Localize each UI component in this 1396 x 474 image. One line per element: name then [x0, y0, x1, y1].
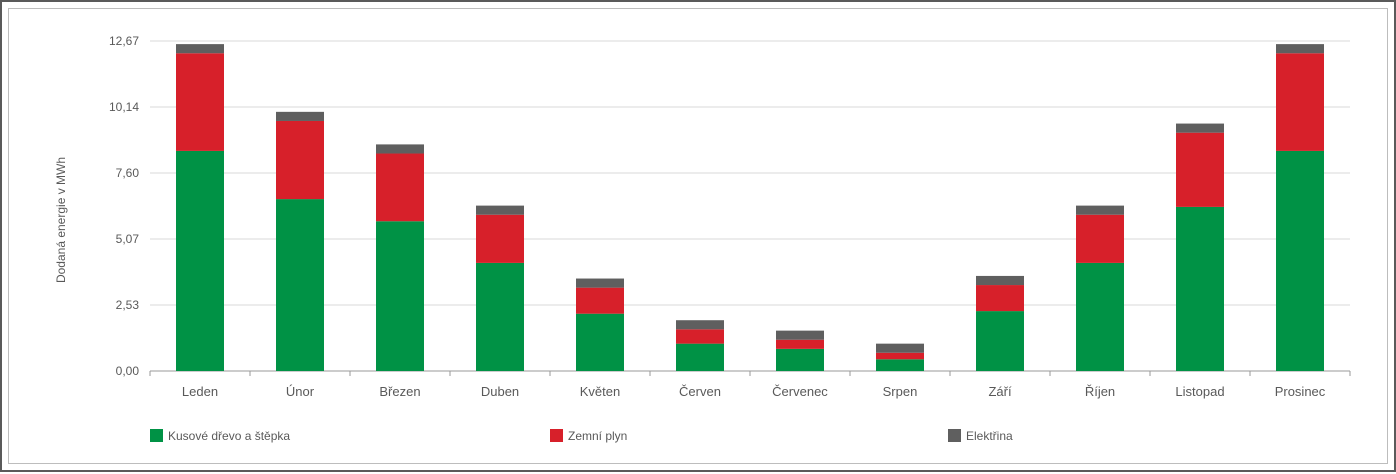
- bar-segment-wood: [676, 343, 724, 371]
- bar-segment-gas: [376, 153, 424, 222]
- x-category-label: Únor: [286, 384, 315, 399]
- x-category-label: Leden: [182, 384, 218, 399]
- legend-swatch: [150, 429, 163, 442]
- chart-inner-border: [8, 8, 1388, 464]
- y-tick-label: 0,00: [116, 364, 140, 378]
- bar-segment-gas: [1176, 132, 1224, 207]
- bar-segment-gas: [676, 329, 724, 344]
- bar-segment-gas: [876, 352, 924, 360]
- bar-segment-gas: [776, 339, 824, 349]
- x-category-label: Březen: [379, 384, 420, 399]
- x-category-label: Srpen: [883, 384, 918, 399]
- bar-segment-electricity: [776, 330, 824, 340]
- y-tick-label: 10,14: [109, 100, 139, 114]
- bar-segment-gas: [276, 120, 324, 200]
- x-category-label: Září: [988, 384, 1012, 399]
- bar-segment-gas: [1276, 53, 1324, 151]
- legend-label: Zemní plyn: [568, 429, 627, 443]
- bar-segment-gas: [176, 53, 224, 151]
- bar-segment-gas: [976, 285, 1024, 312]
- bar-segment-wood: [776, 348, 824, 371]
- y-axis-title: Dodaná energie v MWh: [54, 157, 68, 283]
- bar-segment-electricity: [1176, 123, 1224, 133]
- bar-segment-electricity: [1276, 44, 1324, 54]
- x-category-label: Prosinec: [1275, 384, 1326, 399]
- bar-segment-gas: [576, 287, 624, 314]
- legend-label: Elektřina: [966, 429, 1013, 443]
- bar-segment-gas: [476, 214, 524, 263]
- y-tick-label: 12,67: [109, 34, 139, 48]
- x-category-label: Červenec: [772, 384, 828, 399]
- y-tick-label: 7,60: [116, 166, 140, 180]
- bar-segment-electricity: [276, 111, 324, 121]
- bar-segment-electricity: [976, 275, 1024, 286]
- bar-segment-wood: [876, 359, 924, 371]
- bar-segment-wood: [1276, 150, 1324, 371]
- bar-segment-wood: [976, 311, 1024, 371]
- y-tick-label: 2,53: [116, 298, 140, 312]
- bar-segment-wood: [1176, 206, 1224, 371]
- y-tick-label: 5,07: [116, 232, 140, 246]
- x-category-label: Říjen: [1085, 384, 1115, 399]
- x-category-label: Květen: [580, 384, 620, 399]
- bar-segment-electricity: [676, 320, 724, 330]
- bar-segment-wood: [476, 262, 524, 371]
- bar-segment-electricity: [476, 205, 524, 215]
- bar-segment-electricity: [1076, 205, 1124, 215]
- legend-label: Kusové dřevo a štěpka: [168, 429, 290, 443]
- bar-segment-electricity: [176, 44, 224, 54]
- bar-segment-wood: [276, 199, 324, 371]
- x-category-label: Červen: [679, 384, 721, 399]
- bar-segment-wood: [376, 221, 424, 371]
- x-category-label: Duben: [481, 384, 519, 399]
- bar-segment-electricity: [876, 343, 924, 353]
- bar-segment-wood: [176, 150, 224, 371]
- bar-segment-electricity: [376, 144, 424, 154]
- legend-swatch: [948, 429, 961, 442]
- x-category-label: Listopad: [1175, 384, 1224, 399]
- bar-segment-wood: [576, 313, 624, 371]
- bar-segment-gas: [1076, 214, 1124, 263]
- bar-segment-wood: [1076, 262, 1124, 371]
- bar-segment-electricity: [576, 278, 624, 288]
- legend-swatch: [550, 429, 563, 442]
